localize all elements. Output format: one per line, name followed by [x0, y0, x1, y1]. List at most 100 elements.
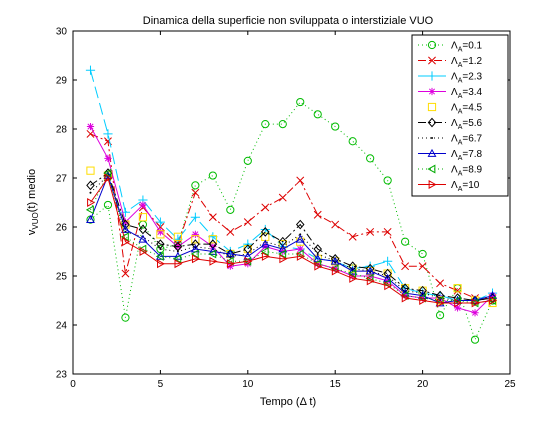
series-marker — [173, 254, 182, 264]
series-marker — [226, 259, 235, 269]
legend-entry: ΛA=0.1 — [418, 41, 483, 54]
legend-label: ΛA=3.4 — [451, 87, 483, 100]
x-tick-label: 5 — [158, 379, 164, 390]
legend-label-sub: A — [458, 140, 463, 147]
series-marker — [85, 205, 94, 215]
x-tick-label: 0 — [70, 379, 76, 390]
series-marker — [418, 249, 427, 259]
series-marker — [436, 279, 445, 288]
series-marker — [225, 256, 234, 266]
y-tick-label: 26 — [56, 223, 68, 234]
series-marker — [103, 129, 113, 139]
series-marker — [435, 296, 444, 305]
legend-label-value: =2.3 — [462, 72, 482, 83]
series-marker — [295, 219, 305, 230]
series-marker — [260, 247, 269, 256]
series-marker — [86, 166, 95, 175]
legend-label-value: =6.7 — [462, 134, 482, 145]
series-marker — [299, 233, 302, 236]
legend-label-sub: A — [458, 124, 463, 131]
series-marker — [401, 237, 410, 246]
series-marker — [156, 228, 164, 236]
series-marker — [348, 137, 357, 146]
series-marker — [261, 203, 270, 212]
series-marker — [103, 200, 113, 210]
series-2 — [86, 129, 497, 303]
series-10 — [87, 173, 498, 308]
legend-label-sub: A — [458, 78, 463, 85]
series-marker — [453, 304, 462, 312]
plot-frame — [72, 30, 511, 375]
legend-label-value: =8.9 — [462, 165, 482, 176]
series-marker — [157, 259, 166, 269]
legend-label: ΛA=5.6 — [451, 118, 483, 131]
series-marker — [120, 224, 130, 233]
series-marker — [383, 278, 392, 288]
series-marker — [190, 212, 200, 222]
legend-marker — [428, 56, 436, 65]
series-marker — [138, 213, 148, 222]
series-marker — [470, 335, 480, 344]
series-marker — [418, 262, 427, 271]
legend-label-main: Λ — [451, 149, 458, 160]
series-marker — [313, 110, 322, 119]
series-marker — [418, 285, 427, 296]
series-marker — [244, 256, 253, 266]
x-tick-label: 20 — [417, 379, 429, 390]
legend-label-sub: A — [458, 171, 463, 178]
y-tick-label: 28 — [56, 125, 68, 136]
series-marker — [365, 274, 374, 283]
legend-label-value: =1.2 — [462, 56, 482, 67]
series-marker — [366, 227, 375, 236]
series-marker — [295, 249, 304, 259]
series-marker — [155, 217, 165, 227]
series-marker — [419, 296, 428, 305]
legend-label: ΛA=4.5 — [451, 103, 483, 116]
legend-marker — [427, 117, 437, 128]
series-marker — [314, 261, 323, 271]
legend-label-sub: A — [458, 62, 463, 69]
legend-label: ΛA=6.7 — [451, 134, 483, 147]
series-marker — [121, 313, 130, 322]
series-marker — [261, 227, 270, 237]
series-marker — [296, 97, 305, 107]
y-tick-label: 29 — [56, 76, 68, 87]
y-tick-label: 30 — [56, 27, 68, 38]
series-marker — [331, 266, 340, 276]
series-marker — [159, 248, 162, 251]
series-marker — [316, 252, 319, 255]
series-marker — [366, 276, 375, 286]
series-marker — [87, 198, 96, 207]
legend-marker — [431, 137, 433, 139]
x-axis-label: Tempo (Δ t) — [260, 396, 316, 408]
legend-label-main: Λ — [451, 103, 458, 114]
series-marker — [86, 122, 95, 131]
y-tick-label: 24 — [56, 321, 68, 332]
legend-entry: ΛA=1.2 — [418, 56, 483, 69]
series-marker — [226, 249, 235, 259]
legend-label-sub: A — [458, 47, 463, 54]
legend-marker — [428, 87, 436, 96]
series-marker — [191, 254, 200, 264]
series-marker — [417, 293, 426, 303]
legend-marker — [427, 164, 436, 174]
series-marker — [453, 286, 462, 295]
series-marker — [330, 264, 339, 274]
series-marker — [155, 251, 164, 261]
series-marker — [453, 284, 462, 293]
series-marker — [349, 274, 358, 283]
series-marker — [436, 298, 445, 308]
y-tick-label: 23 — [56, 370, 68, 381]
legend-label: ΛA=0.1 — [451, 41, 483, 54]
legend-entry: ΛA=8.9 — [418, 165, 483, 178]
series-marker — [138, 224, 148, 235]
series-marker — [330, 256, 340, 265]
series-marker — [435, 311, 445, 320]
series-marker — [104, 173, 113, 183]
series-marker — [86, 215, 95, 224]
series-line — [90, 172, 493, 302]
series-marker — [191, 181, 200, 190]
legend-entry: ΛA=10 — [418, 180, 480, 193]
legend-label-main: Λ — [451, 56, 458, 67]
